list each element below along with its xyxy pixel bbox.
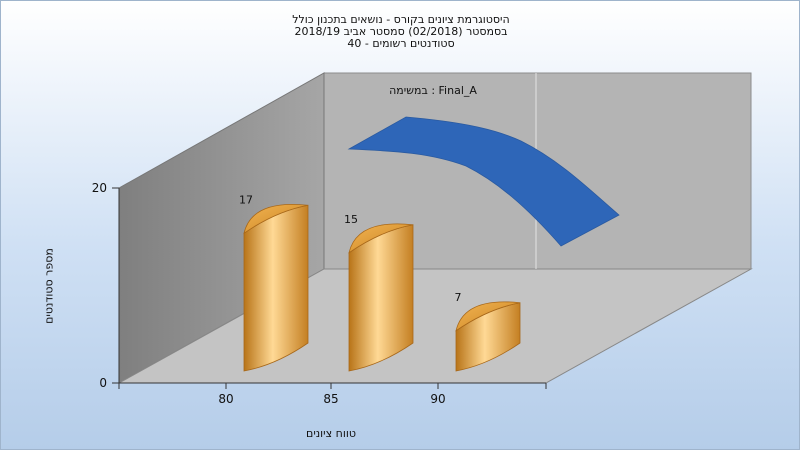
y-tick-label: 0 <box>99 376 107 390</box>
y-axis-label: מספר סטודנטים <box>42 248 56 324</box>
bar-85 <box>348 223 414 372</box>
chart-title-line-2: בסמסטר (02/2018) סמסטר אביב 2018/19 <box>294 25 508 38</box>
bar-value-label: 17 <box>239 193 253 206</box>
bar-80 <box>243 204 309 372</box>
bar-value-label: 7 <box>455 291 462 304</box>
y-tick-label: 20 <box>92 181 107 195</box>
x-tick-label: 85 <box>323 392 338 406</box>
x-axis-label: טווח ציונים <box>306 427 356 440</box>
bar-90 <box>455 301 521 372</box>
chart-title-line-1: היסטוגרמת ציונים בקורס - נושאים בתכנון כ… <box>292 13 510 26</box>
chart-title-line-3: סטודנטים רשומים - 40 <box>347 37 455 50</box>
x-tick-label: 80 <box>218 392 233 406</box>
x-tick-label: 90 <box>430 392 445 406</box>
series-label: במשימה : Final_A <box>389 84 477 97</box>
series-ribbon <box>347 116 620 247</box>
bar-value-label: 15 <box>344 213 358 226</box>
